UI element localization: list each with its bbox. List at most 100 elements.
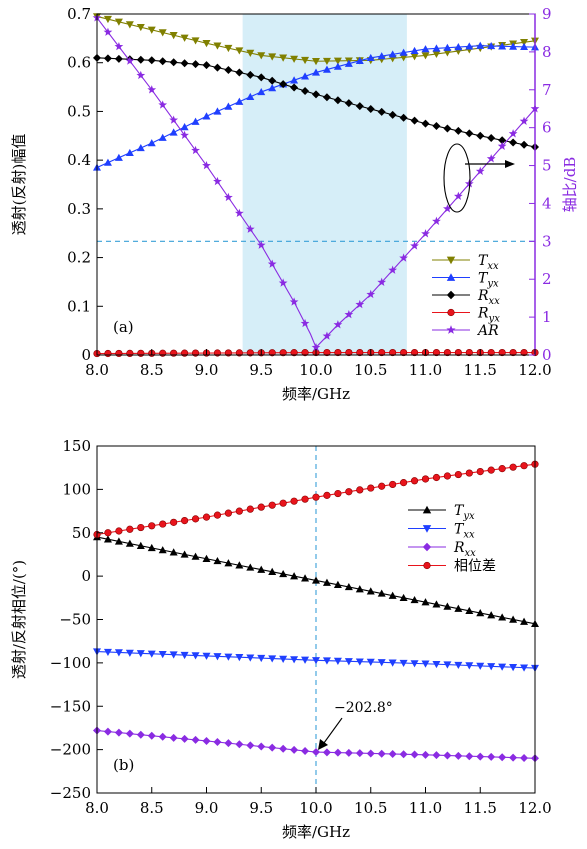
point-rxx [443,124,452,133]
point-diff [454,470,462,479]
point-txx [125,649,134,657]
x-tick-label: 12.0 [518,361,551,379]
point-rxx [509,138,518,147]
point-ar [224,192,233,202]
y-tick-label: −250 [50,784,91,802]
point-tyx [103,158,112,166]
panel-b-label: (b) [113,756,134,774]
point-tyx [520,42,529,51]
point-txx [246,49,255,57]
point-ar [300,318,310,328]
point-txx [147,26,156,34]
point-tyx [180,123,189,131]
point-rxx [158,732,167,741]
point-diff [509,463,517,471]
ar-curve-ellipse [443,143,471,213]
point-rxx [344,99,353,108]
point-ar [464,179,474,188]
x-tick-label: 11.0 [409,799,442,817]
legend-label-diff: 相位差 [454,559,496,575]
point-txx [158,29,167,37]
point-ar [202,160,211,170]
point-tyx [432,600,441,608]
point-txx [279,655,288,663]
y2-tick-label: 9 [542,5,552,23]
y-tick-label: 0.2 [67,249,91,267]
y-tick-label: 0.5 [67,102,91,120]
point-tyx [443,43,452,51]
point-ryx [115,349,123,358]
point-diff [268,501,276,509]
point-diff [126,525,134,533]
point-rxx [180,59,189,68]
point-tyx [213,107,222,115]
point-diff [498,465,506,473]
point-tyx [290,76,299,84]
x-tick-label: 8.5 [140,361,164,379]
panel-a-y2-ticks: 0 1 2 3 4 5 6 7 8 9 [529,5,552,364]
point-ar [366,289,376,299]
legend-label-tyx: Tyx [478,271,499,290]
panel-a-y-ticks: 0 0.1 0.2 0.3 0.4 0.5 0.6 0.7 [67,5,103,364]
point-rxx [257,73,266,82]
point-ar [147,85,157,94]
point-tyx [377,52,386,60]
point-ar [256,240,266,249]
point-txx [301,656,310,664]
point-tyx [388,591,397,599]
point-txx [443,49,452,57]
point-txx [191,652,200,660]
point-txx [246,654,255,662]
point-tyx [235,97,244,105]
y-tick-label: 0 [81,346,91,364]
point-rxx [432,122,441,131]
point-txx [169,651,178,659]
x-tick-label: 11.5 [464,799,497,817]
point-rxx [158,57,167,66]
point-txx [421,52,430,60]
point-ryx [290,349,298,357]
point-rxx [246,741,255,750]
point-ar [234,208,244,218]
point-txx [257,52,266,60]
y-tick-label: 50 [72,524,91,542]
point-ar [191,145,200,155]
point-tyx [191,117,200,125]
point-diff [345,488,353,496]
point-txx [432,50,441,58]
point-rxx [103,727,112,736]
point-diff [367,484,375,492]
point-tyx [114,153,123,161]
point-ryx [454,348,462,357]
point-rxx [344,748,353,757]
point-rxx [465,129,474,138]
y2-tick-label: 5 [542,157,552,175]
point-tyx [290,572,299,580]
x-tick-label: 10.0 [299,361,332,379]
point-tyx [509,615,518,623]
y2-tick-label: 1 [542,308,552,326]
point-rxx [312,90,320,99]
point-diff [246,505,254,513]
x-tick-label: 10.5 [354,361,387,379]
panel-a-chart: 8.0 8.5 9.0 9.5 10.0 10.5 11.0 11.5 12.0 00.10.2… [10,5,579,403]
panel-a-y2-axis-label: 轴比/dB [561,157,579,213]
point-diff [202,513,211,521]
y-tick-label: 150 [62,437,91,455]
point-rxx [224,66,233,75]
point-rxx [114,728,123,737]
annotation-text: −202.8° [334,700,393,716]
point-txx [191,37,200,45]
point-txx [333,657,342,665]
point-ar [213,176,222,186]
point-diff [432,473,441,482]
point-ryx [137,349,145,357]
point-diff [487,466,495,474]
point-diff [191,515,200,523]
point-rxx [476,752,485,761]
point-rxx [213,63,222,72]
point-rxx [202,736,211,745]
point-tyx [169,548,178,556]
panel-a-x-ticks: 8.0 8.5 9.0 9.5 10.0 10.5 11.0 11.5 12.0 [85,349,552,379]
